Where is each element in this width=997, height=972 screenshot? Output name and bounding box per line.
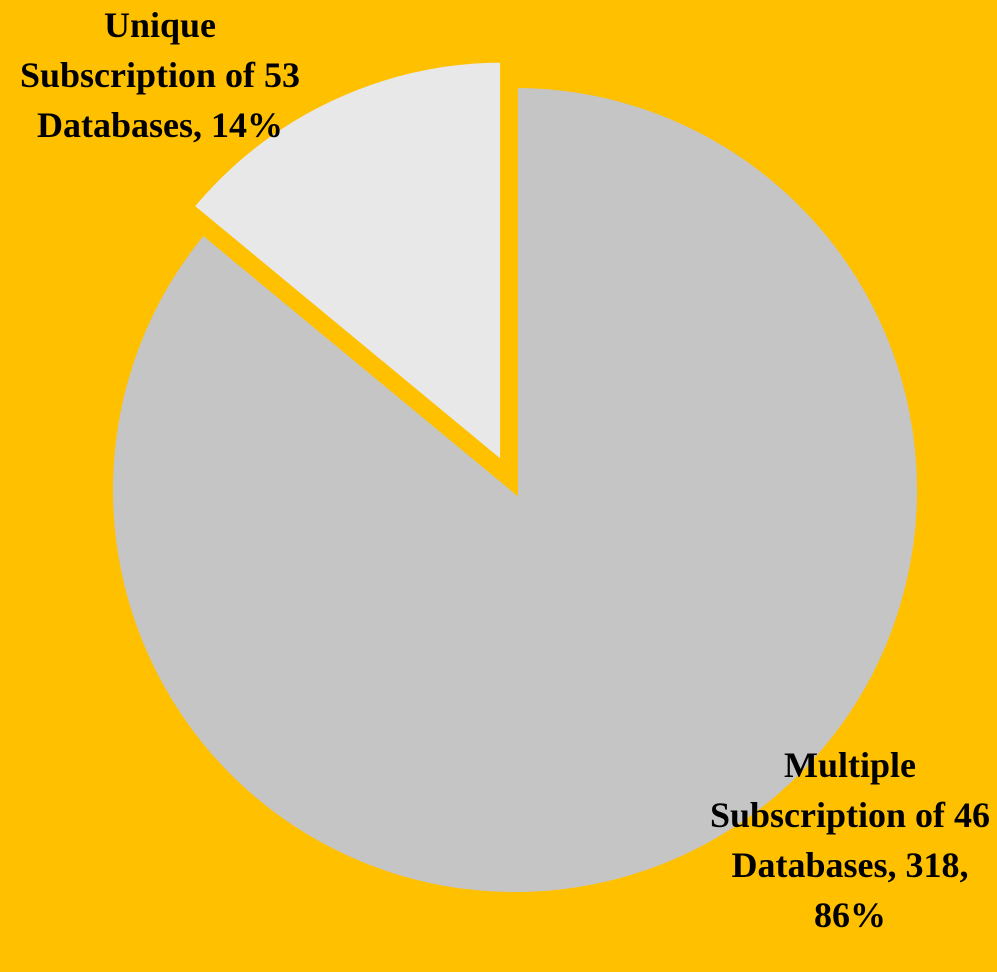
label-category: Multiple Subscription of 46 Databases	[709, 745, 991, 885]
label-category: Unique Subscription of 53 Databases	[19, 5, 301, 145]
label-value: 14%	[211, 105, 283, 145]
data-label: Multiple Subscription of 46 Databases, 3…	[709, 745, 991, 935]
pie-slice	[186, 56, 507, 472]
label-value: 318, 86%	[814, 845, 969, 935]
pie-slice	[107, 81, 923, 898]
data-label: Unique Subscription of 53 Databases, 14%	[19, 5, 301, 145]
